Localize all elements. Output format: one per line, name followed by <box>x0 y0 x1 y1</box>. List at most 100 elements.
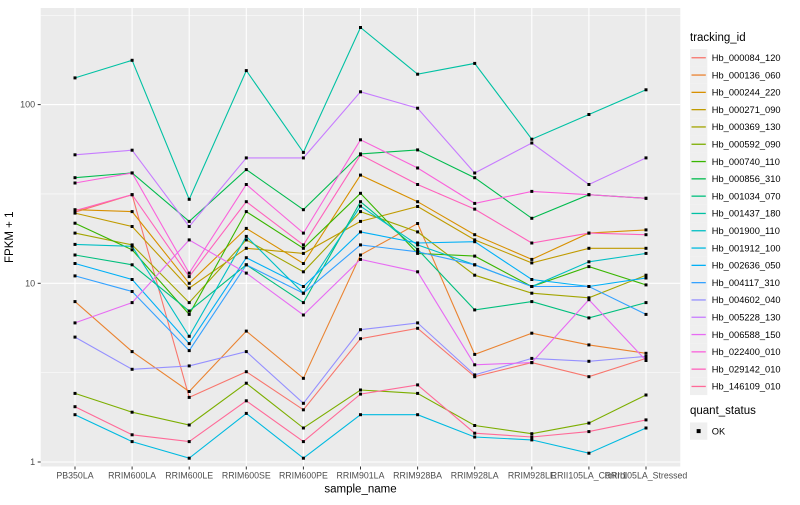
data-point <box>473 201 477 205</box>
data-point <box>473 352 477 356</box>
data-point <box>301 408 305 412</box>
data-point <box>473 373 477 377</box>
data-point <box>130 278 134 281</box>
data-point <box>644 351 648 355</box>
data-point <box>530 356 534 360</box>
data-point <box>359 138 362 142</box>
data-point <box>130 433 134 437</box>
data-point <box>130 410 134 414</box>
data-point <box>359 230 362 234</box>
legend-label-Hb_029142_010: Hb_029142_010 <box>712 364 781 374</box>
data-point <box>73 253 77 257</box>
data-point <box>530 261 534 265</box>
data-point <box>244 238 248 242</box>
data-point <box>416 200 420 204</box>
data-point <box>530 278 534 281</box>
data-point <box>244 350 248 354</box>
data-point <box>301 246 305 250</box>
data-point <box>530 189 534 193</box>
data-point <box>644 283 648 287</box>
data-point <box>530 141 534 145</box>
data-point <box>530 300 534 304</box>
data-point <box>244 210 248 214</box>
data-point <box>473 375 477 379</box>
data-point <box>587 193 591 197</box>
data-point <box>73 262 77 265</box>
data-point <box>416 148 420 152</box>
data-point <box>473 363 477 367</box>
legend-label-Hb_000856_310: Hb_000856_310 <box>712 174 781 184</box>
data-point <box>73 176 77 180</box>
data-point <box>244 69 248 73</box>
legend-label-Hb_002636_050: Hb_002636_050 <box>712 261 781 271</box>
data-point <box>130 263 134 267</box>
data-point <box>473 308 477 312</box>
data-point <box>473 273 477 277</box>
data-point <box>73 274 77 278</box>
legend-label-Hb_000369_130: Hb_000369_130 <box>712 122 781 132</box>
data-point <box>416 241 420 245</box>
data-point <box>301 231 305 235</box>
legend-label-Hb_001912_100: Hb_001912_100 <box>712 243 781 253</box>
data-point <box>73 242 77 246</box>
data-point <box>130 367 134 371</box>
data-point <box>530 438 534 442</box>
data-point <box>359 200 362 204</box>
data-point <box>244 246 248 250</box>
data-point <box>644 426 648 430</box>
y-axis-title: FPKM + 1 <box>4 212 16 263</box>
data-point <box>644 393 648 397</box>
data-point <box>587 451 591 455</box>
legend-title-tracking-id: tracking_id <box>690 32 746 44</box>
data-point <box>244 329 248 333</box>
legend-label-Hb_001034_070: Hb_001034_070 <box>712 191 781 201</box>
data-point <box>73 391 77 395</box>
data-point <box>530 137 534 141</box>
data-point <box>301 262 305 265</box>
data-point <box>416 243 420 247</box>
data-point <box>130 225 134 228</box>
data-point <box>244 399 248 403</box>
data-point <box>301 301 305 305</box>
data-point <box>359 253 362 257</box>
data-point <box>359 413 362 417</box>
data-point <box>359 191 362 195</box>
data-point <box>587 316 591 320</box>
data-point <box>301 156 305 160</box>
data-point <box>301 285 305 288</box>
data-point <box>187 219 191 223</box>
y-tick-label: 1 <box>30 457 35 467</box>
data-point <box>301 313 305 317</box>
x-tick-label: RRIM600PE <box>279 471 328 481</box>
data-point <box>244 226 248 230</box>
data-point <box>416 106 420 110</box>
data-point <box>187 309 191 313</box>
data-point <box>244 168 248 172</box>
data-point <box>73 321 77 325</box>
data-point <box>644 233 648 237</box>
data-point <box>359 243 362 247</box>
data-point <box>244 263 248 267</box>
legend-label-Hb_000592_090: Hb_000592_090 <box>712 139 781 149</box>
data-point <box>530 285 534 288</box>
data-point <box>301 243 305 247</box>
data-point <box>359 210 362 214</box>
data-point <box>587 375 591 379</box>
data-point <box>359 153 362 157</box>
data-point <box>416 222 420 225</box>
data-point <box>473 61 477 65</box>
data-point <box>244 200 248 204</box>
data-point <box>301 426 305 430</box>
data-point <box>416 183 420 186</box>
x-tick-label: PB350LA <box>56 471 93 481</box>
data-point <box>530 435 534 439</box>
data-point <box>73 335 77 339</box>
data-point <box>187 423 191 427</box>
data-point <box>301 456 305 460</box>
legend-label-Hb_004602_040: Hb_004602_040 <box>712 295 781 305</box>
data-point <box>587 296 591 300</box>
data-point <box>244 381 248 385</box>
data-point <box>187 238 191 242</box>
data-point <box>130 350 134 354</box>
data-point <box>530 361 534 365</box>
